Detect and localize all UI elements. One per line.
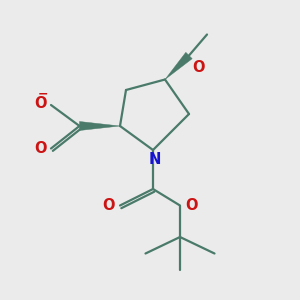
Text: O: O (192, 60, 205, 75)
Text: O: O (34, 141, 46, 156)
Text: O: O (102, 198, 115, 213)
Text: O: O (185, 198, 198, 213)
Text: O: O (34, 96, 46, 111)
Polygon shape (80, 122, 120, 130)
Polygon shape (165, 52, 192, 80)
Text: N: N (148, 152, 161, 166)
Text: −: − (38, 87, 49, 100)
